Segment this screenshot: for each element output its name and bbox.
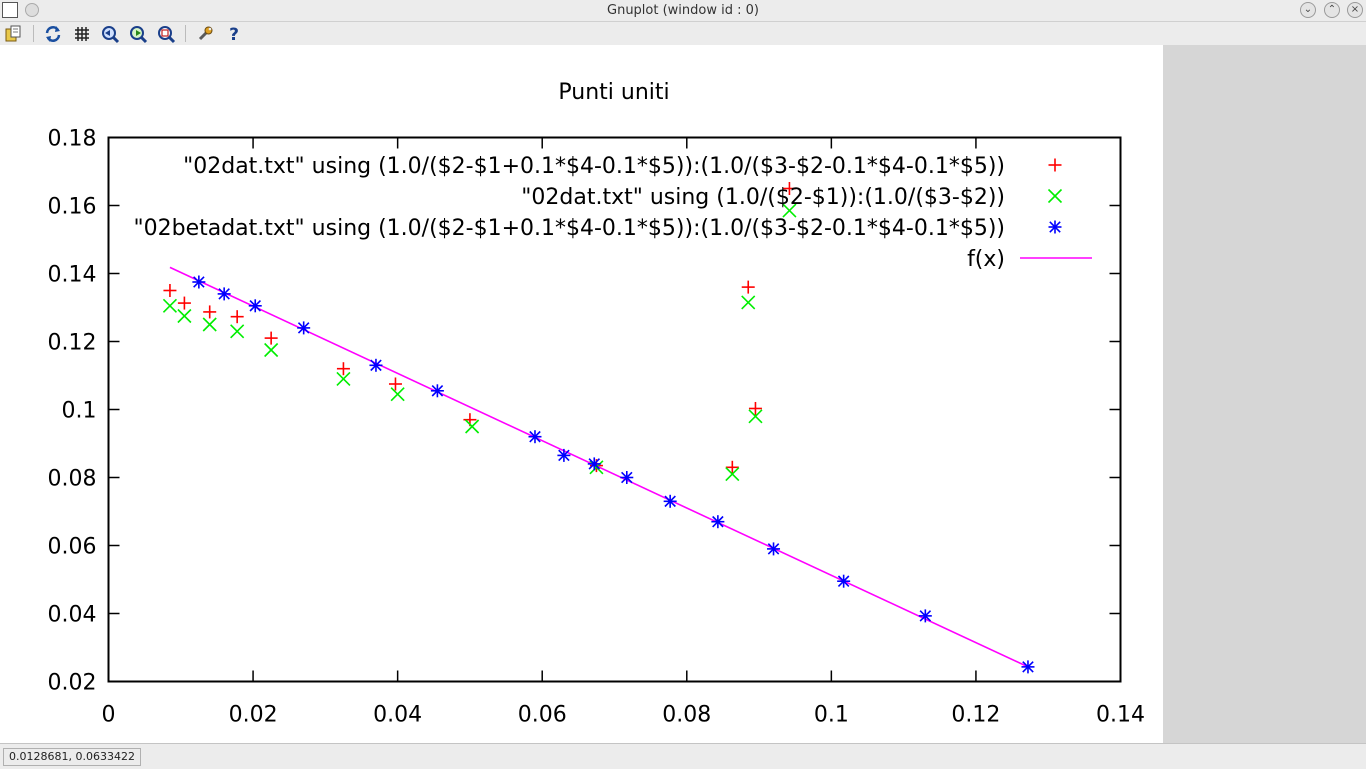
replot-button[interactable] <box>43 24 63 44</box>
window-menu-button[interactable] <box>25 3 39 17</box>
data-point-cross <box>230 324 245 339</box>
data-point-cross <box>336 371 351 386</box>
data-point-plus <box>741 280 755 294</box>
toolbar: ? <box>0 22 1366 45</box>
grid-icon <box>75 27 89 41</box>
data-point-plus <box>177 296 191 310</box>
fx-line <box>169 266 1029 668</box>
scatter-chart: Punti uniti 0.02 0.04 0.06 0.08 0.1 0.12 0.14 0… <box>48 80 1145 728</box>
legend-label: "02dat.txt" using (1.0/($2-$1+0.1*$4-0.1… <box>183 154 1005 179</box>
status-bar: 0.0128681, 0.0633422 <box>0 743 1366 769</box>
data-point-cross <box>177 308 192 324</box>
next-zoom-button[interactable] <box>128 24 148 44</box>
minimize-button[interactable]: ⌄ <box>1300 2 1316 18</box>
copy-to-clipboard-button[interactable] <box>3 24 23 44</box>
y-tick-label: 0.02 <box>48 671 97 696</box>
y-tick-label: 0.06 <box>48 535 97 560</box>
toolbar-separator <box>185 25 186 42</box>
x-tick-label: 0.08 <box>662 703 711 728</box>
help-icon: ? <box>229 25 239 44</box>
autoscale-button[interactable] <box>156 24 176 44</box>
data-point-star <box>711 515 725 529</box>
data-point-star <box>620 471 634 484</box>
x-tick-label: 0.1 <box>814 703 849 728</box>
plot-area[interactable]: Punti uniti 0.02 0.04 0.06 0.08 0.1 0.12 0.14 0… <box>0 45 1163 743</box>
data-point-cross <box>465 419 480 434</box>
x-tick-label: 0.14 <box>1096 703 1145 728</box>
zoom-forward-icon <box>130 26 148 44</box>
x-tick-label: 0.04 <box>373 703 422 728</box>
y-tick-label: 0.16 <box>48 195 97 220</box>
y-tick-label: 0.12 <box>48 331 97 356</box>
chart-title: Punti uniti <box>558 80 669 105</box>
data-point-star <box>837 574 851 588</box>
zoom-back-icon <box>102 26 120 44</box>
data-point-star <box>587 457 601 471</box>
data-point-cross <box>782 203 797 218</box>
data-point-cross <box>162 298 178 313</box>
data-point-star <box>918 609 932 623</box>
y-tick-label: 0.04 <box>48 603 97 628</box>
data-point-plus <box>782 182 796 195</box>
y-tick-label: 0.14 <box>48 263 97 288</box>
legend-label: f(x) <box>967 247 1005 272</box>
data-point-plus <box>388 377 402 391</box>
y-tick-label: 0.1 <box>62 399 97 424</box>
window-title: Gnuplot (window id : 0) <box>607 3 759 18</box>
settings-button[interactable] <box>195 24 215 44</box>
data-point-star <box>248 299 262 313</box>
x-tick-label: 0.02 <box>229 703 278 728</box>
data-point-plus <box>1048 158 1062 172</box>
data-point-plus <box>725 460 739 474</box>
data-point-star <box>430 384 444 398</box>
title-bar: Gnuplot (window id : 0) ⌄ ⌃ × <box>0 0 1366 22</box>
data-point-cross <box>741 295 756 310</box>
wrench-icon <box>198 26 213 41</box>
data-point-star <box>192 275 206 289</box>
data-point-plus <box>748 401 762 415</box>
data-point-star <box>1021 660 1035 674</box>
data-point-cross <box>1047 188 1063 204</box>
y-tick-label: 0.08 <box>48 467 97 492</box>
data-point-star <box>1048 220 1062 234</box>
data-point-star <box>217 287 231 301</box>
legend-label: "02dat.txt" using (1.0/($2-$1)):(1.0/($3… <box>521 185 1005 210</box>
data-point-star <box>767 542 781 556</box>
toggle-grid-button[interactable] <box>72 24 92 44</box>
data-point-cross <box>264 342 279 358</box>
app-icon[interactable] <box>2 2 18 18</box>
data-point-star <box>663 494 677 508</box>
data-point-star <box>297 321 311 335</box>
data-point-star <box>528 430 542 444</box>
data-point-plus <box>230 310 244 324</box>
data-point-plus <box>336 362 350 376</box>
close-button[interactable]: × <box>1347 2 1363 18</box>
cursor-coordinates: 0.0128681, 0.0633422 <box>3 748 141 766</box>
previous-zoom-button[interactable] <box>100 24 120 44</box>
data-point-star <box>369 358 383 372</box>
data-point-star <box>557 448 571 462</box>
svg-text:?: ? <box>229 25 239 44</box>
data-point-plus <box>264 331 278 345</box>
data-point-cross <box>589 460 604 475</box>
toolbar-separator <box>33 25 34 42</box>
x-tick-label: 0.06 <box>518 703 567 728</box>
refresh-icon <box>45 26 61 42</box>
clipboard-icon <box>5 25 21 42</box>
legend-label: "02betadat.txt" using (1.0/($2-$1+0.1*$4… <box>134 216 1006 241</box>
maximize-button[interactable]: ⌃ <box>1324 2 1340 18</box>
data-point-plus <box>203 305 217 319</box>
data-point-cross <box>748 409 763 424</box>
help-button[interactable]: ? <box>224 24 244 44</box>
x-tick-label: 0.12 <box>951 703 1000 728</box>
data-point-plus <box>163 284 177 297</box>
zoom-fit-icon <box>158 26 176 44</box>
x-tick-label: 0 <box>102 703 116 728</box>
data-point-cross <box>390 387 405 402</box>
y-tick-label: 0.18 <box>48 127 97 152</box>
data-point-cross <box>725 467 740 482</box>
data-point-cross <box>202 317 217 332</box>
